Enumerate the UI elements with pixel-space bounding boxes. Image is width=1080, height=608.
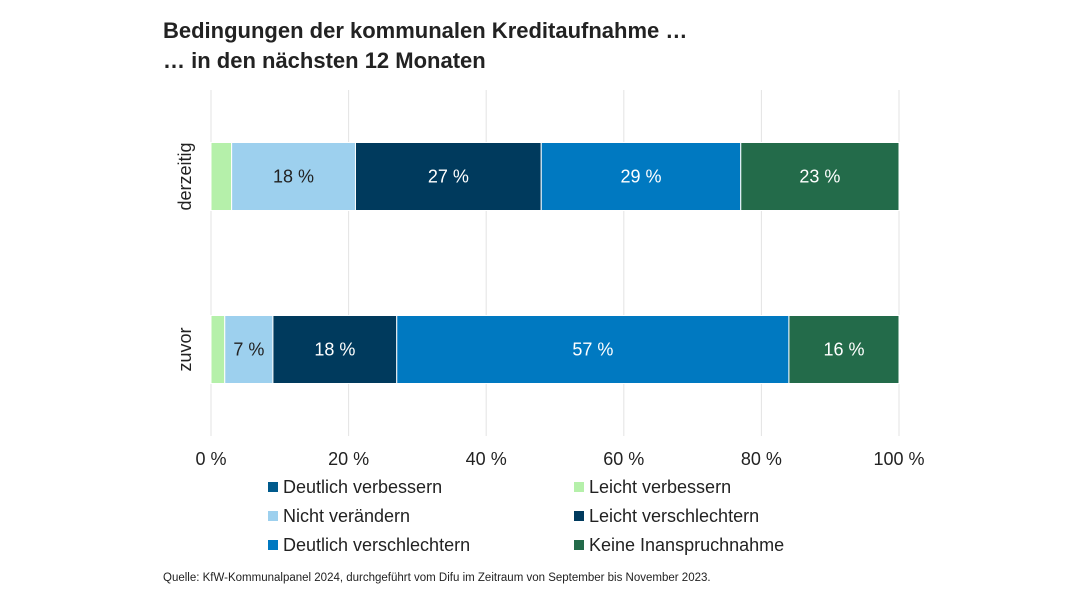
chart-title: … in den nächsten 12 Monaten — [163, 48, 486, 73]
y-tick-label: zuvor — [175, 327, 195, 371]
chart-title: Bedingungen der kommunalen Kreditaufnahm… — [163, 18, 687, 43]
bar-segment — [210, 315, 226, 384]
x-tick-label: 20 % — [328, 449, 369, 469]
legend-swatch — [574, 482, 584, 492]
x-tick-label: 40 % — [466, 449, 507, 469]
bar-segment — [224, 315, 274, 384]
legend-swatch — [268, 511, 278, 521]
legend-label: Deutlich verschlechtern — [283, 535, 470, 555]
data-label: 18 % — [314, 339, 355, 359]
bar-segment — [396, 315, 790, 384]
legend-label: Keine Inanspruchnahme — [589, 535, 784, 555]
bar-segment — [272, 315, 398, 384]
data-label: 27 % — [428, 166, 469, 186]
data-label: 57 % — [572, 339, 613, 359]
source-note: Quelle: KfW-Kommunalpanel 2024, durchgef… — [163, 572, 711, 584]
x-tick-label: 80 % — [741, 449, 782, 469]
data-label: 16 % — [823, 339, 864, 359]
legend-swatch — [574, 540, 584, 550]
legend-label: Leicht verschlechtern — [589, 506, 759, 526]
bar-segment — [788, 315, 900, 384]
data-label: 29 % — [620, 166, 661, 186]
bar-segment — [231, 142, 356, 211]
legend-swatch — [268, 540, 278, 550]
legend-swatch — [574, 511, 584, 521]
x-tick-label: 100 % — [873, 449, 924, 469]
legend-label: Leicht verbessern — [589, 477, 731, 497]
x-tick-label: 0 % — [195, 449, 226, 469]
y-tick-label: derzeitig — [175, 142, 195, 210]
bar-segment — [740, 142, 900, 211]
data-label: 18 % — [273, 166, 314, 186]
x-tick-label: 60 % — [603, 449, 644, 469]
bar-segment — [210, 142, 233, 211]
legend-label: Nicht verändern — [283, 506, 410, 526]
legend-label: Deutlich verbessern — [283, 477, 442, 497]
data-label: 7 % — [233, 339, 264, 359]
bar-segment — [540, 142, 742, 211]
legend-swatch — [268, 482, 278, 492]
data-label: 23 % — [799, 166, 840, 186]
